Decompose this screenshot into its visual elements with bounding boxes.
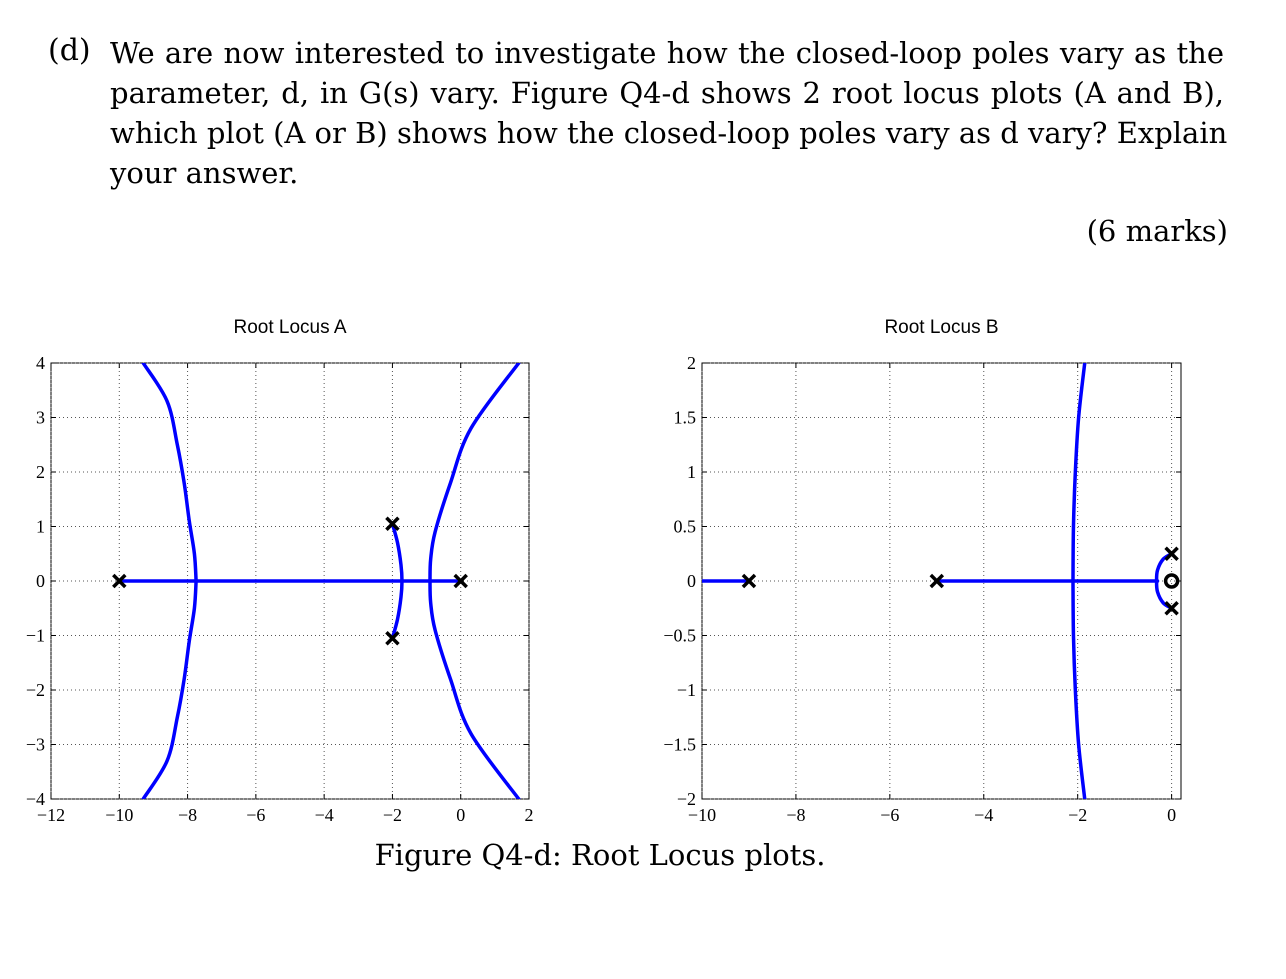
figure-caption: Figure Q4-d: Root Locus plots. (374, 838, 826, 872)
x-tick-label: −4 (974, 805, 993, 825)
x-tick-label: −2 (383, 805, 402, 825)
x-tick-label: −10 (105, 805, 133, 825)
x-tick-label: 0 (1167, 805, 1176, 825)
y-tick-label: −1 (677, 680, 696, 700)
question-text: We are now interested to investigate how… (110, 33, 1228, 193)
locus-branch (390, 522, 404, 640)
x-tick-label: −8 (178, 805, 197, 825)
y-tick-label: 1.5 (674, 408, 697, 428)
pole-marker (385, 630, 400, 646)
y-tick-label: −2 (26, 680, 45, 700)
y-tick-label: 2 (36, 462, 45, 482)
question-line: which plot (A or B) shows how the closed… (110, 116, 1228, 150)
question-line: your answer. (110, 156, 299, 190)
x-tick-label: −4 (315, 805, 334, 825)
root-locus-a-svg: Root Locus A−12 −10 −8 −6 −4 −2 0 2−4−3−2−10123… (26, 317, 534, 825)
pole-marker (929, 573, 945, 589)
pole-marker (385, 516, 400, 532)
x-tick-label: 2 (525, 805, 534, 825)
locus-branch (428, 363, 521, 583)
pole-marker (1164, 546, 1179, 561)
x-tick-label: −10 (688, 805, 716, 825)
x-tick-label: 0 (456, 805, 465, 825)
locus-branch (428, 579, 521, 799)
y-tick-label: 1 (687, 462, 696, 482)
locus-branch (141, 579, 198, 799)
y-tick-label: 0 (36, 571, 45, 591)
question-line: We are now interested to investigate how… (110, 36, 1224, 70)
chart-title: Root Locus A (233, 317, 346, 338)
root-locus-b-svg: Root Locus B −10 −8 −6 −4 −2 0 −2 −1.5 −1 −0.5 0 0.5… (663, 317, 1182, 825)
x-tick-label: −8 (786, 805, 805, 825)
y-tick-label: −1 (26, 626, 45, 646)
pole-marker (1164, 601, 1179, 616)
locus-branch (141, 363, 198, 583)
pole-marker (453, 573, 468, 589)
root-locus-plot-b: Root Locus B −10 −8 −6 −4 −2 0 −2 −1.5 −1 −0.5 0 0.5… (640, 300, 1240, 844)
locus-branch (1071, 363, 1087, 583)
locus-branches (702, 363, 1174, 799)
x-tick-label: −12 (37, 805, 65, 825)
x-tick-label: −6 (880, 805, 899, 825)
x-tick-label: −2 (1068, 805, 1087, 825)
zero-marker (1163, 573, 1180, 589)
root-locus-plot-a: Root Locus A −12 −10 −8 −6 −4 −2 0 2 −4 −3 −2 −1 0 1 2 3… (0, 300, 600, 844)
y-tick-label: −1.5 (663, 735, 696, 755)
y-tick-label: 0.5 (674, 517, 697, 537)
y-tick-label: 4 (36, 353, 45, 373)
question-line: parameter, d, in G(s) vary. Figure Q4-d … (110, 76, 1224, 110)
y-tick-label: 2 (687, 353, 696, 373)
y-tick-label: −2 (677, 789, 696, 809)
locus-branch (1154, 552, 1174, 610)
x-tick-label: −6 (246, 805, 265, 825)
y-tick-label: −3 (26, 735, 45, 755)
y-tick-label: 3 (36, 408, 45, 428)
question-label: (d) (48, 33, 91, 68)
marks-label: (6 marks) (1086, 214, 1228, 248)
chart-title: Root Locus B (884, 317, 998, 338)
pole-marker (741, 573, 757, 589)
y-tick-label: −4 (26, 789, 45, 809)
y-tick-label: −0.5 (663, 626, 696, 646)
pole-marker (112, 573, 127, 589)
locus-branches (117, 363, 521, 799)
y-tick-label: 0 (687, 571, 696, 591)
locus-branch (1071, 579, 1087, 799)
y-tick-label: 1 (36, 517, 45, 537)
